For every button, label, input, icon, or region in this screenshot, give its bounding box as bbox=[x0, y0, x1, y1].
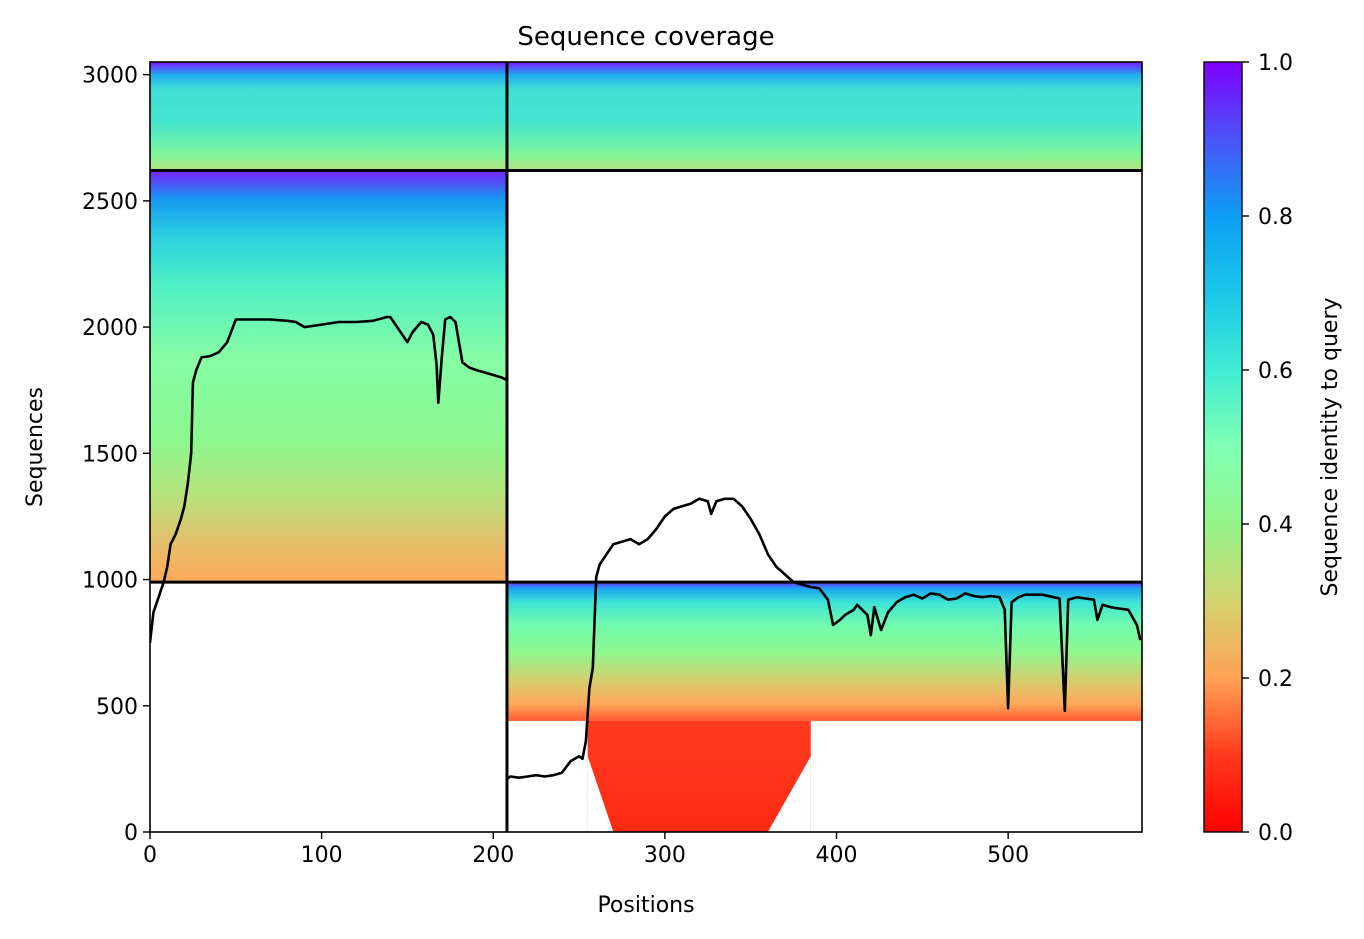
y-axis-label: Sequences bbox=[23, 387, 48, 507]
colorbar-tick-label: 0.8 bbox=[1258, 205, 1293, 230]
colorbar-tick-label: 0.0 bbox=[1258, 821, 1293, 846]
x-axis-label: Positions bbox=[597, 893, 694, 918]
x-tick-label: 100 bbox=[301, 843, 343, 868]
x-tick-label: 200 bbox=[472, 843, 514, 868]
x-tick-label: 0 bbox=[143, 843, 157, 868]
block-lower-right bbox=[506, 582, 1142, 721]
coverage-line bbox=[150, 315, 1142, 781]
y-tick-label: 3000 bbox=[82, 64, 138, 89]
colorbar-tick-label: 0.6 bbox=[1258, 359, 1293, 384]
chart-title: Sequence coverage bbox=[517, 22, 774, 52]
colorbar-tick-label: 0.2 bbox=[1258, 667, 1293, 692]
red-tail-mask-right bbox=[767, 756, 811, 832]
y-tick-label: 500 bbox=[96, 695, 138, 720]
colorbar bbox=[1203, 61, 1243, 833]
y-tick-label: 2500 bbox=[82, 190, 138, 215]
y-tick-label: 2000 bbox=[82, 316, 138, 341]
x-tick-label: 500 bbox=[987, 843, 1029, 868]
y-tick-label: 1500 bbox=[82, 442, 138, 467]
block-top-left bbox=[150, 62, 507, 171]
colorbar-label: Sequence identity to query bbox=[1318, 297, 1343, 596]
block-middle-left bbox=[150, 170, 507, 583]
y-tick-label: 1000 bbox=[82, 569, 138, 594]
red-tail-mask-left bbox=[587, 756, 614, 832]
colorbar-tick-label: 0.4 bbox=[1258, 513, 1293, 538]
block-red-tail bbox=[587, 720, 811, 832]
x-tick-label: 300 bbox=[644, 843, 686, 868]
x-tick-label: 400 bbox=[816, 843, 858, 868]
plot-frame bbox=[149, 61, 1143, 833]
block-top-right bbox=[506, 62, 1142, 171]
colorbar-tick-label: 1.0 bbox=[1258, 51, 1293, 76]
y-tick-label: 0 bbox=[124, 821, 138, 846]
